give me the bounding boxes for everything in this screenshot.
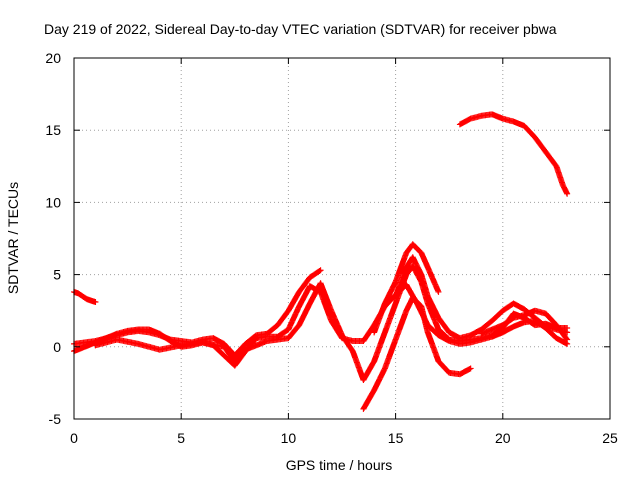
y-tick-label: -5 [49,411,62,427]
x-tick-label: 15 [388,430,404,446]
series-pass-a [71,288,99,306]
y-tick-label: 20 [45,50,61,66]
series-pass-i [456,111,571,197]
plus-markers [456,111,571,197]
data-points [71,111,571,412]
series-pass-e [360,294,474,412]
x-tick-label: 0 [70,430,78,446]
x-tick-label: 20 [495,430,511,446]
plus-markers [71,288,99,306]
y-tick-label: 15 [45,122,61,138]
series-pass-g [392,254,571,342]
y-tick-label: 5 [53,267,61,283]
x-tick-label: 5 [177,430,185,446]
grid-lines [74,58,610,419]
series-pass-c [71,281,571,369]
series-pass-h [478,307,571,343]
x-tick-label: 25 [602,430,618,446]
plus-markers [371,241,442,336]
plus-markers [360,294,474,412]
y-tick-label: 0 [53,339,61,355]
chart-title: Day 219 of 2022, Sidereal Day-to-day VTE… [44,21,557,37]
plus-markers [392,254,571,342]
y-axis-label: SDTVAR / TECUs [5,182,21,294]
y-tick-label: 10 [45,194,61,210]
axis-ticks: 0 5 10 15 20 25 -5 0 5 10 15 20 [45,50,618,446]
plus-markers [478,307,571,343]
x-axis-label: GPS time / hours [286,457,393,473]
plus-markers [71,281,571,369]
plot-frame [73,57,611,420]
x-tick-label: 10 [281,430,297,446]
series-pass-f [371,241,442,336]
